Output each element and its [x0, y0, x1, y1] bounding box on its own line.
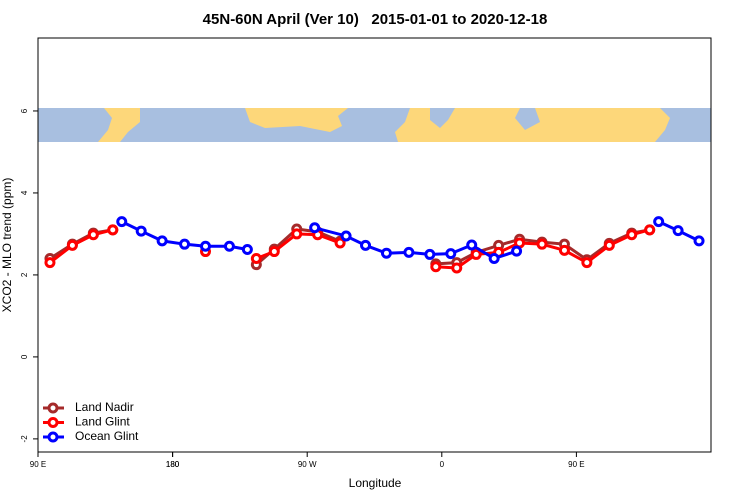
y-tick-label: -2: [20, 435, 29, 443]
data-point: [672, 225, 684, 237]
data-point: [470, 248, 482, 260]
map-band: [38, 108, 711, 142]
plot-frame: [37, 37, 712, 453]
data-point: [291, 228, 303, 240]
data-point: [603, 239, 615, 251]
data-point: [223, 240, 235, 252]
map-ocean: [38, 108, 112, 142]
legend-marker: [47, 431, 59, 443]
x-axis-label: Longitude: [349, 476, 402, 490]
data-point: [445, 248, 457, 260]
data-point: [581, 257, 593, 269]
y-tick-label: 2: [20, 272, 29, 277]
data-point: [268, 246, 280, 258]
legend-marker: [47, 402, 59, 414]
data-point: [309, 222, 321, 234]
legend-label: Ocean Glint: [75, 429, 139, 443]
data-point: [693, 235, 705, 247]
x-tick-label: 180: [166, 460, 180, 469]
y-tick-label: 4: [20, 190, 29, 195]
data-point: [558, 244, 570, 256]
data-point: [340, 230, 352, 242]
map-ocean: [430, 108, 455, 128]
legend-label: Land Nadir: [75, 400, 134, 414]
legend-label: Land Glint: [75, 415, 130, 429]
data-point: [653, 216, 665, 228]
data-point: [488, 253, 500, 265]
data-point: [334, 237, 346, 249]
data-point: [66, 239, 78, 251]
x-tick-label: 0: [440, 460, 445, 469]
data-point: [250, 253, 262, 265]
x-tick-label: 90 E: [30, 460, 46, 469]
data-point: [107, 224, 119, 236]
chart-title: 45N-60N April (Ver 10) 2015-01-01 to 202…: [203, 11, 548, 28]
x-tick-label: 90 E: [568, 460, 584, 469]
map-ocean: [655, 108, 711, 142]
data-point: [511, 245, 523, 257]
map-ocean: [120, 108, 410, 142]
data-point: [536, 238, 548, 250]
data-point: [403, 246, 415, 258]
data-point: [200, 240, 212, 252]
data-point: [424, 248, 436, 260]
data-point: [451, 262, 463, 274]
data-point: [430, 261, 442, 273]
data-point: [380, 247, 392, 259]
data-point: [644, 224, 656, 236]
map-ocean: [515, 108, 540, 130]
x-tick-label: 180: [166, 460, 180, 469]
data-point: [360, 239, 372, 251]
y-tick-label: 0: [20, 354, 29, 359]
legend-marker: [47, 417, 59, 428]
data-point: [466, 239, 478, 251]
data-point: [156, 235, 168, 247]
x-tick-label: 90 W: [298, 460, 317, 469]
data-point: [241, 244, 253, 256]
data-point: [87, 229, 99, 241]
data-point: [44, 257, 56, 269]
data-point: [135, 225, 147, 237]
data-point: [626, 229, 638, 241]
y-axis-label: XCO2 - MLO trend (ppm): [0, 178, 14, 313]
y-tick-label: 6: [20, 108, 29, 113]
data-point: [116, 216, 128, 228]
data-point: [179, 238, 191, 250]
